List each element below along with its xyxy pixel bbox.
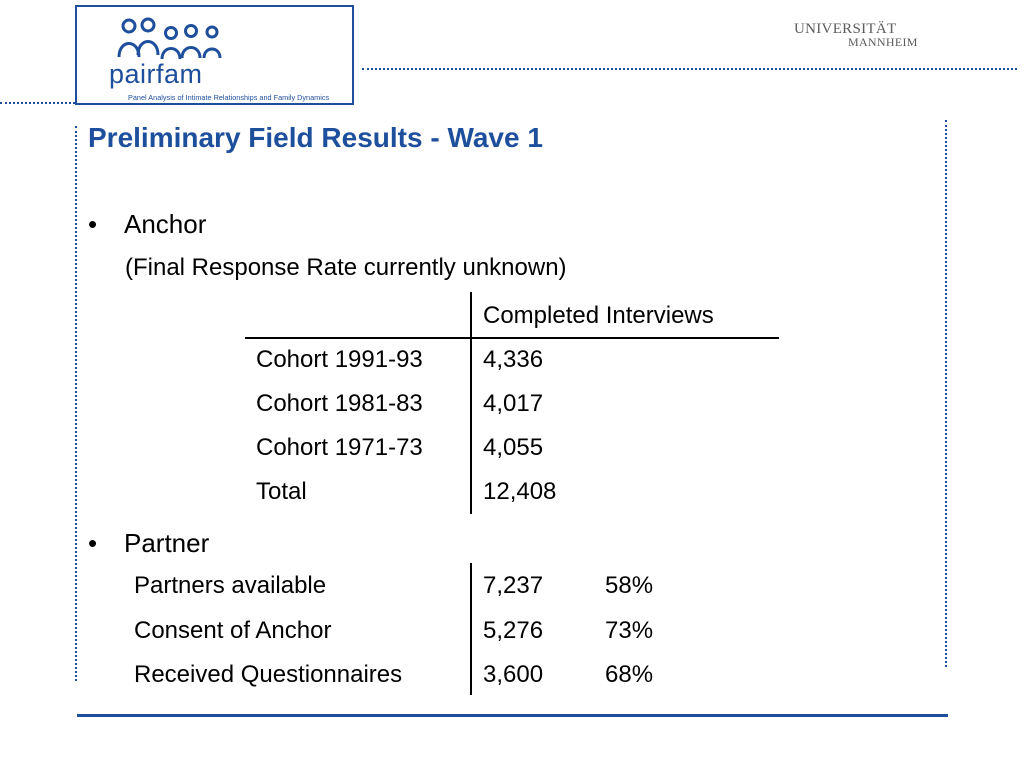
header-dotted-rule-left (0, 102, 75, 104)
pairfam-logo: pairfam Panel Analysis of Intimate Relat… (75, 5, 354, 105)
logo-tagline: Panel Analysis of Intimate Relationships… (128, 93, 330, 102)
university-line2: MANNHEIM (848, 35, 918, 49)
table-row-value: 4,017 (483, 390, 544, 417)
table-row-label: Total (256, 478, 307, 505)
table-row-value: 12,408 (483, 478, 557, 505)
header-dotted-rule (362, 68, 1017, 70)
bullet-partner: • Partner (88, 528, 209, 559)
right-dotted-border (945, 120, 947, 667)
table-row-percent: 68% (605, 661, 654, 688)
university-line1: UNIVERSITÄT (794, 21, 897, 37)
table-row-percent: 73% (605, 617, 654, 644)
university-logo: UNIVERSITÄT MANNHEIM (794, 21, 924, 49)
anchor-note: (Final Response Rate currently unknown) (125, 254, 567, 281)
table-row-value: 5,276 (483, 617, 544, 644)
anchor-table-divider (470, 292, 472, 514)
slide-title: Preliminary Field Results - Wave 1 (88, 122, 543, 153)
anchor-table-header-rule (245, 337, 779, 339)
bullet-glyph: • (88, 209, 98, 239)
table-row-value: 3,600 (483, 661, 544, 688)
table-row-percent: 58% (605, 572, 654, 599)
partner-label: Partner (124, 528, 210, 558)
table-row-label: Cohort 1991-93 (256, 346, 423, 373)
bullet-anchor: • Anchor (88, 209, 206, 240)
table-row-label: Cohort 1981-83 (256, 390, 423, 417)
left-dotted-border (75, 126, 77, 681)
family-figures-icon (117, 17, 222, 60)
table-row-label: Consent of Anchor (134, 617, 332, 644)
bullet-glyph: • (88, 528, 98, 558)
table-row-label: Received Questionnaires (134, 661, 403, 688)
footer-rule (77, 714, 948, 717)
table-row-label: Cohort 1971-73 (256, 434, 423, 461)
logo-wordmark: pairfam (109, 59, 203, 89)
partner-table-divider (470, 563, 472, 695)
table-row-label: Partners available (134, 572, 327, 599)
table-row-value: 4,055 (483, 434, 544, 461)
table-row-value: 4,336 (483, 346, 544, 373)
table-row-value: 7,237 (483, 572, 544, 599)
anchor-table-header: Completed Interviews (483, 302, 714, 329)
anchor-label: Anchor (124, 209, 207, 239)
